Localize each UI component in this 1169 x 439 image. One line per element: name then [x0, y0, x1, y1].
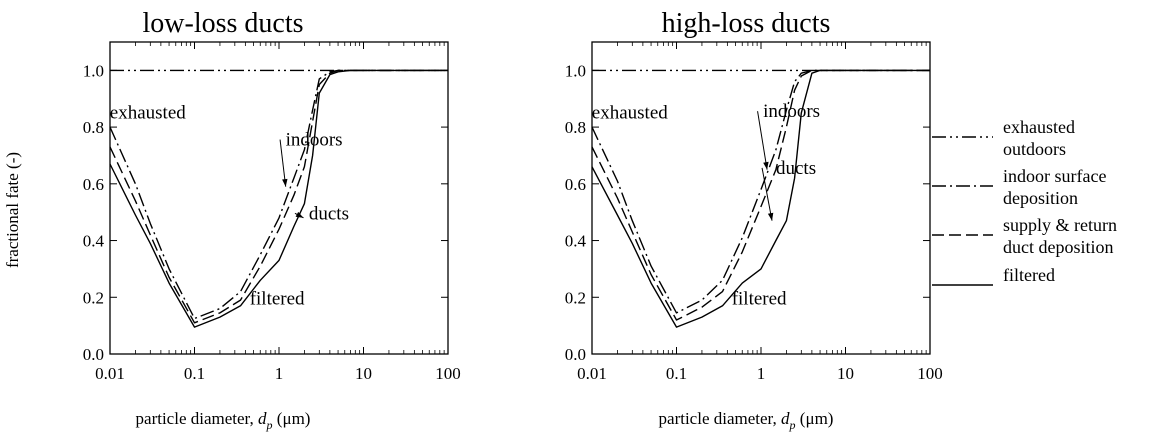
chart-title: high-loss ducts	[662, 8, 831, 39]
annotation-arrow	[757, 111, 768, 170]
x-axis-label: particle diameter, dp (μm)	[659, 409, 834, 432]
legend-label: filtered	[1003, 265, 1055, 285]
annotation-filtered: filtered	[732, 288, 787, 309]
x-tick-label: 1	[275, 364, 284, 383]
series-filtered	[591, 69, 930, 328]
chart-title: low-loss ducts	[143, 8, 304, 39]
annotation-arrowhead	[763, 161, 769, 170]
x-tick-label: 0.1	[666, 364, 687, 383]
y-tick-label: 1.0	[83, 61, 104, 80]
y-tick-label: 1.0	[565, 61, 586, 80]
x-axis-label: particle diameter, dp (μm)	[136, 409, 311, 432]
legend-label: deposition	[1003, 188, 1078, 208]
y-tick-label: 0.0	[565, 345, 586, 364]
y-tick-label: 0.4	[565, 232, 587, 251]
annotation-arrowhead	[295, 211, 304, 218]
annotation-exhausted: exhausted	[110, 103, 186, 124]
annotation-arrow	[279, 139, 287, 187]
annotation-arrowhead	[282, 178, 288, 187]
panel-low-loss-ducts: low-loss ducts fractional fate (-) parti…	[3, 8, 461, 432]
x-tick-label: 10	[355, 364, 372, 383]
annotation-ducts: ducts	[309, 203, 349, 224]
x-tick-label: 0.1	[184, 364, 205, 383]
y-tick-label: 0.8	[565, 118, 586, 137]
y-tick-label: 0.6	[83, 175, 104, 194]
annotation-exhausted: exhausted	[592, 103, 668, 124]
y-tick-label: 0.0	[83, 345, 104, 364]
x-tick-label: 0.01	[577, 364, 607, 383]
y-tick-label: 0.2	[565, 288, 586, 307]
series-supply-return-duct-deposition	[109, 69, 448, 324]
annotation-arrow	[761, 167, 773, 221]
x-tick-label: 1	[757, 364, 766, 383]
legend-label: indoor surface	[1003, 166, 1106, 186]
annotation-filtered: filtered	[250, 288, 305, 309]
y-axis-label: fractional fate (-)	[3, 152, 22, 268]
y-tick-label: 0.6	[565, 175, 586, 194]
legend-label: exhausted	[1003, 117, 1075, 137]
y-tick-label: 0.4	[83, 232, 105, 251]
y-tick-label: 0.2	[83, 288, 104, 307]
annotation-indoors: indoors	[286, 130, 343, 151]
panel-high-loss-ducts: high-loss ducts particle diameter, dp (μ…	[565, 8, 943, 432]
legend-label: supply & return	[1003, 215, 1117, 235]
annotation-arrowhead	[767, 212, 774, 221]
x-tick-label: 100	[917, 364, 943, 383]
legend-label: duct deposition	[1003, 237, 1114, 257]
x-tick-label: 100	[435, 364, 461, 383]
x-tick-label: 10	[837, 364, 854, 383]
legend-label: outdoors	[1003, 139, 1066, 159]
annotation-indoors: indoors	[763, 101, 820, 122]
x-tick-label: 0.01	[95, 364, 125, 383]
annotation-ducts: ducts	[776, 158, 816, 179]
y-tick-label: 0.8	[83, 118, 104, 137]
